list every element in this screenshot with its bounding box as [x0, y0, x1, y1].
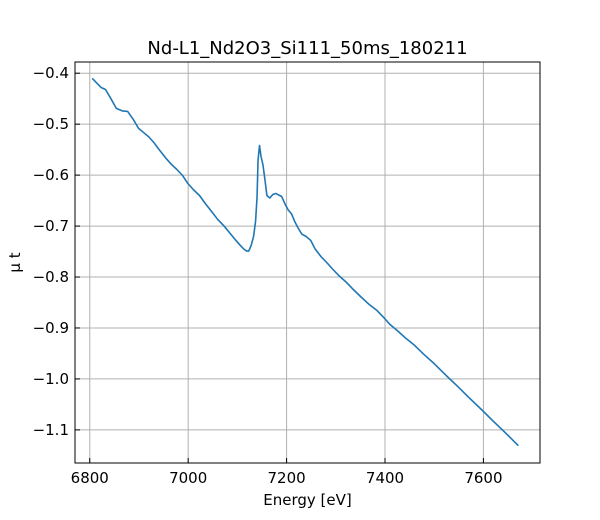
chart-title: Nd-L1_Nd2O3_Si111_50ms_180211 — [147, 38, 467, 59]
x-tick-label: 7000 — [169, 469, 207, 487]
x-axis-label: Energy [eV] — [263, 491, 351, 509]
series-line — [91, 78, 519, 446]
y-tick-label: −0.9 — [33, 319, 69, 337]
x-tick-label: 7600 — [464, 469, 502, 487]
y-tick-label: −0.8 — [33, 268, 69, 286]
x-tick-label: 6800 — [71, 469, 109, 487]
y-tick-label: −1.0 — [33, 370, 69, 388]
y-tick-label: −0.7 — [33, 217, 69, 235]
x-tick-label: 7200 — [267, 469, 305, 487]
y-tick-label: −0.6 — [33, 166, 69, 184]
y-tick-label: −0.4 — [33, 64, 69, 82]
x-tick-label: 7400 — [366, 469, 404, 487]
plot-frame — [74, 61, 541, 464]
grid — [75, 62, 540, 463]
x-axis-ticks: 6800 7000 7200 7400 7600 — [71, 458, 503, 487]
y-tick-label: −0.5 — [33, 115, 69, 133]
y-axis-label: μ t — [6, 252, 24, 272]
y-tick-label: −1.1 — [33, 421, 69, 439]
y-axis-ticks: −0.4 −0.5 −0.6 −0.7 −0.8 −0.9 −1.0 −1.1 — [33, 64, 80, 439]
